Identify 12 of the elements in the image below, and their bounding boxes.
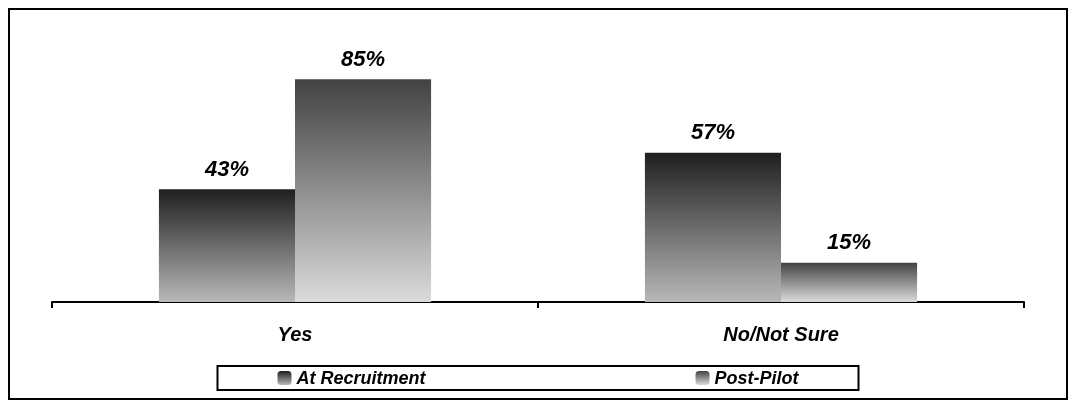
data-label: 57% (690, 119, 735, 145)
bar (781, 262, 918, 302)
bar (644, 152, 781, 302)
data-label: 15% (827, 229, 872, 255)
legend-label: Post-Pilot (714, 368, 800, 388)
legend-label: At Recruitment (295, 368, 427, 388)
x-tick-label: Yes (277, 323, 313, 345)
data-label: 43% (203, 155, 249, 181)
x-tick-label: No/Not Sure (723, 323, 839, 345)
bar (158, 189, 295, 302)
bar (295, 79, 432, 302)
data-label: 85% (341, 45, 386, 71)
